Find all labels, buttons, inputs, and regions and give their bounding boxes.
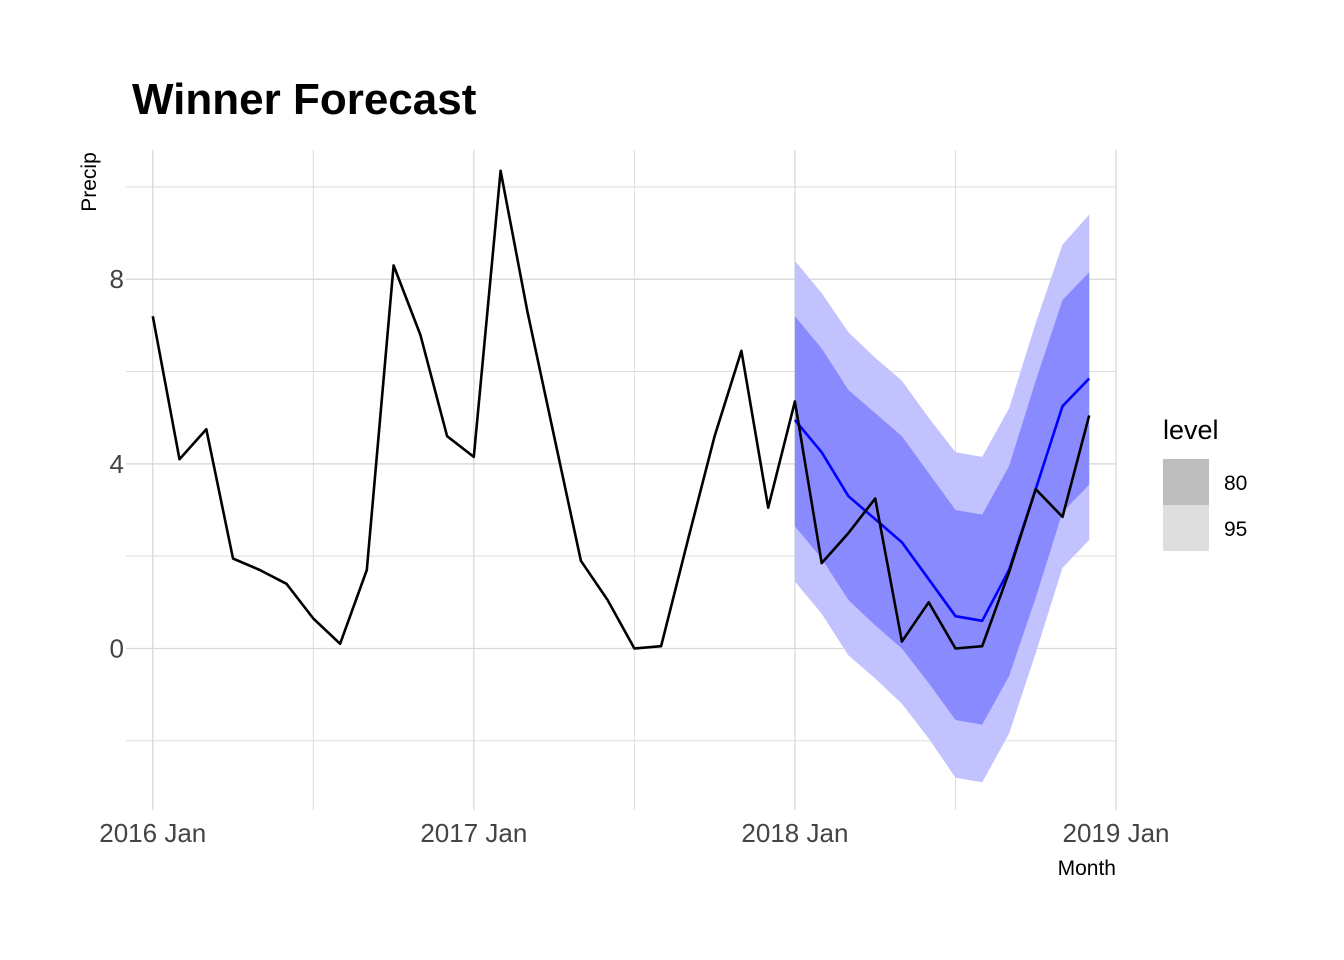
chart-title: Winner Forecast [132, 75, 477, 124]
y-tick-label: 4 [110, 449, 124, 479]
legend: level 80 95 [1163, 415, 1247, 551]
forecast-line [793, 377, 1091, 623]
x-tick-label: 2017 Jan [420, 818, 527, 848]
legend-key-80 [1163, 459, 1209, 505]
legend-label-80: 80 [1224, 472, 1247, 495]
band-80 [794, 272, 1090, 725]
y-tick-label: 8 [110, 264, 124, 294]
x-axis-label: Month [1058, 857, 1116, 880]
x-tick-label: 2018 Jan [741, 818, 848, 848]
actual-line [151, 169, 1091, 650]
x-tick-label: 2016 Jan [99, 818, 206, 848]
legend-title: level [1163, 415, 1219, 445]
legend-label-95: 95 [1224, 518, 1247, 541]
x-axis-ticks: 2016 Jan 2017 Jan 2018 Jan 2019 Jan [99, 818, 1169, 848]
y-axis-label: Precip [78, 152, 101, 212]
x-tick-label: 2019 Jan [1063, 818, 1170, 848]
y-axis-ticks: 0 4 8 [110, 264, 124, 663]
y-tick-label: 0 [110, 633, 124, 663]
legend-key-95 [1163, 505, 1209, 551]
